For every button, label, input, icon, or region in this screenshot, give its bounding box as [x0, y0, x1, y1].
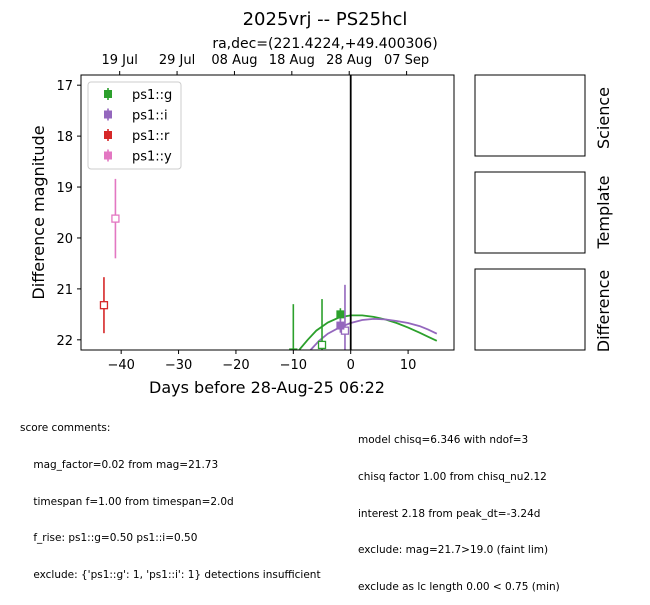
comment-line: chisq factor 1.00 from chisq_nu2.12	[358, 471, 547, 483]
x-tick-label: −20	[222, 358, 249, 373]
legend-label: ps1::i	[132, 109, 168, 124]
legend-marker	[104, 131, 112, 139]
limit-marker	[111, 214, 120, 223]
light-curve-plot: −40 −30 −20 −10 0 10 17 18 19 20 21 22 19 Jul 29 Ju…	[29, 53, 455, 397]
limit-marker	[317, 340, 327, 350]
legend-label: ps1::y	[132, 150, 172, 165]
top-tick-label: 18 Aug	[269, 53, 315, 68]
y-tick-label: 20	[56, 232, 73, 247]
x-tick-label: −30	[165, 358, 192, 373]
y-axis-label: Difference magnitude	[29, 125, 48, 299]
top-tick-label: 08 Aug	[211, 53, 257, 68]
science-label: Science	[594, 87, 613, 149]
detection-marker	[336, 321, 345, 330]
stamp-panels: Science Template Difference	[474, 74, 613, 352]
x-tick-label: 0	[347, 358, 355, 373]
top-tick-label: 29 Jul	[159, 53, 195, 68]
y-tick-label: 17	[56, 79, 73, 94]
comment-line: score comments:	[20, 422, 111, 435]
comment-line: exclude: {'ps1::g': 1, 'ps1::i': 1} dete…	[20, 568, 321, 581]
template-label: Template	[594, 175, 613, 249]
x-tick-label: −10	[280, 358, 307, 373]
comment-line: f_rise: ps1::g=0.50 ps1::i=0.50	[20, 532, 198, 545]
y-tick-label: 18	[56, 130, 73, 145]
model-curve	[309, 317, 438, 350]
y-axis-ticks: 17 18 19 20 21 22	[56, 79, 81, 349]
science-stamp	[474, 74, 586, 157]
x-axis-label: Days before 28-Aug-25 06:22	[149, 378, 385, 397]
model-comments: model chisq=6.346 with ndof=3 chisq fact…	[358, 410, 560, 605]
top-date-axis-ticks: 19 Jul 29 Jul 08 Aug 18 Aug 28 Aug 07 Sep	[101, 53, 429, 75]
comment-line: exclude: mag=21.7>19.0 (faint lim)	[358, 544, 549, 557]
legend-label: ps1::r	[132, 129, 170, 144]
figure: 2025vrj -- PS25hcl ra,dec=(221.4224,+49.…	[29, 9, 613, 397]
template-stamp	[474, 171, 586, 254]
plot-frame	[80, 74, 455, 351]
comment-line: interest 2.18 from peak_dt=-3.24d	[358, 507, 541, 520]
y-tick-label: 22	[56, 334, 73, 349]
top-tick-label: 28 Aug	[326, 53, 372, 68]
legend-marker	[104, 90, 112, 98]
difference-label: Difference	[594, 270, 613, 352]
comment-line: timespan f=1.00 from timespan=2.0d	[20, 495, 234, 508]
limit-marker	[340, 326, 350, 335]
legend-marker	[104, 110, 112, 119]
detection-marker	[336, 310, 345, 319]
comment-line: exclude as lc length 0.00 < 0.75 (min)	[358, 580, 560, 593]
legend-marker	[104, 151, 112, 160]
y-tick-label: 21	[56, 283, 73, 298]
y-tick-label: 19	[56, 181, 73, 196]
data-points	[99, 178, 350, 350]
legend-label: ps1::g	[132, 88, 172, 103]
legend-box	[87, 81, 182, 170]
difference-stamp	[474, 268, 586, 351]
x-tick-label: 10	[400, 358, 417, 373]
comment-line: model chisq=6.346 with ndof=3	[358, 434, 529, 447]
model-curves	[298, 314, 438, 350]
limit-marker	[99, 301, 109, 310]
score-comments: score comments: mag_factor=0.02 from mag…	[20, 398, 321, 593]
top-tick-label: 19 Jul	[101, 53, 137, 68]
chart-title: 2025vrj -- PS25hcl	[243, 9, 408, 30]
top-tick-label: 07 Sep	[384, 53, 429, 68]
x-axis-ticks: −40 −30 −20 −10 0 10	[107, 350, 416, 373]
chart-subtitle: ra,dec=(221.4224,+49.400306)	[212, 36, 437, 52]
comment-line: mag_factor=0.02 from mag=21.73	[20, 459, 219, 471]
model-curve	[298, 314, 438, 350]
x-tick-label: −40	[107, 358, 134, 373]
